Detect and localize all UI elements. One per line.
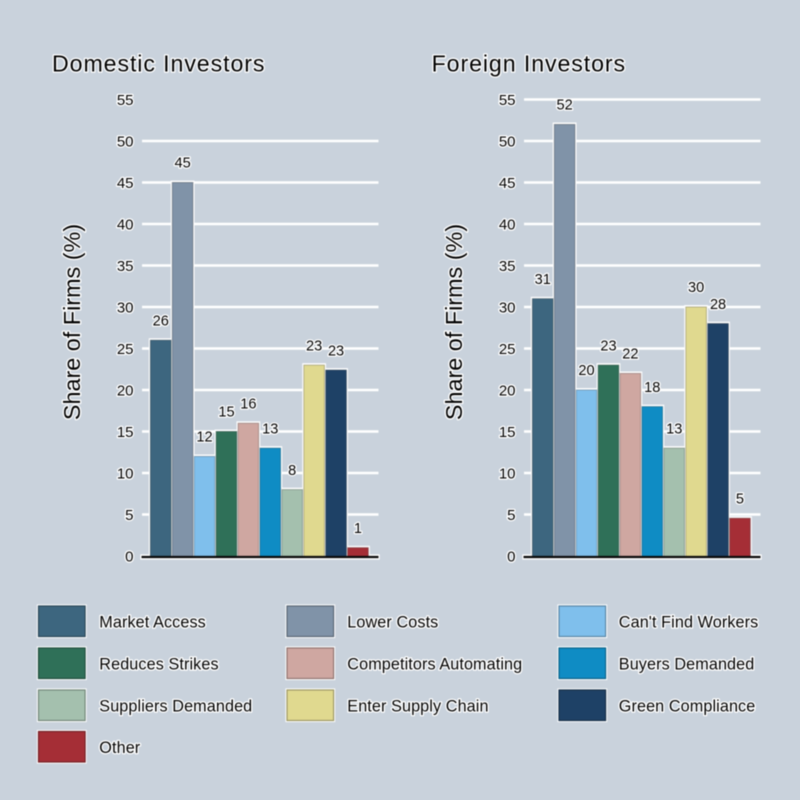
svg-text:Lower Costs: Lower Costs [347, 613, 438, 631]
svg-text:Enter Supply Chain: Enter Supply Chain [347, 697, 488, 715]
svg-text:Competitors Automating: Competitors Automating [347, 655, 522, 673]
svg-text:50: 50 [117, 133, 134, 150]
svg-text:5: 5 [736, 491, 744, 507]
svg-text:35: 35 [499, 258, 516, 275]
svg-text:40: 40 [499, 216, 516, 233]
svg-text:55: 55 [499, 92, 516, 109]
svg-text:Foreign Investors: Foreign Investors [432, 51, 626, 77]
svg-text:0: 0 [507, 548, 515, 565]
svg-text:45: 45 [499, 175, 516, 192]
svg-text:50: 50 [499, 133, 516, 150]
svg-text:Can't Find Workers: Can't Find Workers [619, 613, 759, 631]
svg-text:10: 10 [117, 465, 134, 482]
svg-text:30: 30 [499, 299, 516, 316]
svg-text:Buyers Demanded: Buyers Demanded [619, 655, 755, 673]
svg-text:15: 15 [218, 405, 234, 421]
svg-text:15: 15 [117, 424, 134, 441]
svg-text:23: 23 [600, 338, 616, 354]
svg-text:25: 25 [117, 341, 134, 358]
svg-text:Reduces Strikes: Reduces Strikes [99, 655, 218, 673]
svg-text:Suppliers Demanded: Suppliers Demanded [99, 697, 252, 715]
svg-text:31: 31 [535, 272, 551, 288]
svg-text:Share of Firms (%): Share of Firms (%) [441, 224, 467, 420]
svg-text:Share of Firms (%): Share of Firms (%) [59, 224, 85, 420]
svg-text:23: 23 [306, 338, 322, 354]
svg-text:18: 18 [644, 380, 660, 396]
svg-text:Green Compliance: Green Compliance [619, 697, 756, 715]
svg-text:1: 1 [354, 521, 362, 537]
svg-text:25: 25 [499, 341, 516, 358]
svg-text:23: 23 [328, 343, 344, 359]
svg-text:20: 20 [499, 382, 516, 399]
svg-text:8: 8 [288, 463, 296, 479]
svg-text:22: 22 [622, 347, 638, 363]
svg-text:5: 5 [507, 507, 515, 524]
svg-text:0: 0 [125, 548, 133, 565]
svg-text:15: 15 [499, 424, 516, 441]
svg-text:20: 20 [578, 363, 594, 379]
svg-text:13: 13 [262, 421, 278, 437]
svg-text:Other: Other [99, 739, 140, 757]
svg-text:55: 55 [117, 92, 134, 109]
svg-text:5: 5 [125, 507, 133, 524]
svg-text:45: 45 [117, 175, 134, 192]
svg-text:30: 30 [117, 299, 134, 316]
svg-text:30: 30 [688, 280, 704, 296]
svg-text:Domestic Investors: Domestic Investors [52, 51, 265, 77]
svg-text:10: 10 [499, 465, 516, 482]
svg-text:13: 13 [666, 421, 682, 437]
svg-text:28: 28 [710, 297, 726, 313]
svg-text:16: 16 [240, 396, 256, 412]
svg-text:35: 35 [117, 258, 134, 275]
svg-text:45: 45 [175, 156, 191, 172]
svg-text:Market Access: Market Access [99, 613, 206, 631]
svg-text:26: 26 [153, 313, 169, 329]
svg-text:12: 12 [196, 430, 212, 446]
svg-text:40: 40 [117, 216, 134, 233]
svg-text:52: 52 [557, 98, 573, 114]
svg-text:20: 20 [117, 382, 134, 399]
